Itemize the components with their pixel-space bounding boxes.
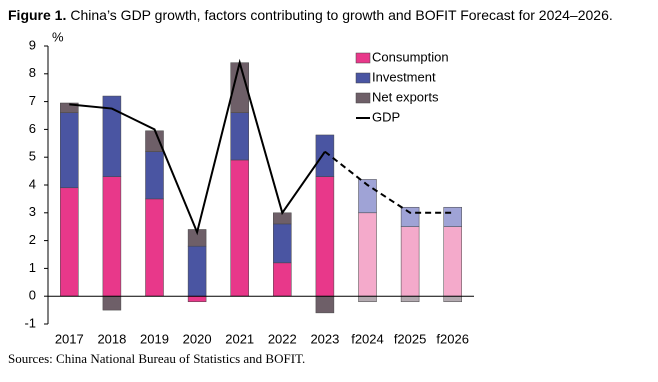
x-tick-label: 2021	[225, 331, 254, 346]
x-tick-label: f2024	[351, 331, 384, 346]
y-tick-label: 2	[29, 232, 36, 247]
bar-segment	[315, 134, 335, 177]
legend-swatch	[355, 52, 371, 64]
bar-segment	[187, 245, 207, 297]
legend-swatch	[355, 72, 371, 84]
bar-segment	[358, 212, 377, 297]
bar-segment	[230, 159, 249, 297]
title-text: China’s GDP growth, factors contributing…	[70, 7, 612, 23]
bar-segment	[273, 262, 292, 297]
bar-segment	[102, 176, 122, 297]
x-tick-label: 2018	[97, 331, 126, 346]
legend-label: Consumption	[372, 49, 449, 64]
legend-swatch	[355, 92, 371, 104]
bar-segment	[145, 130, 164, 152]
bar-segment	[273, 223, 292, 264]
bar-segment	[400, 206, 420, 227]
gdp-line	[69, 58, 326, 236]
bar-segment	[315, 176, 335, 297]
bar-segment	[60, 187, 79, 297]
bar-segment	[358, 179, 377, 214]
y-tick-label: 8	[29, 65, 36, 80]
bar-segment	[400, 226, 420, 297]
bar-segment	[145, 198, 164, 297]
bar-segment	[102, 95, 122, 177]
x-tick-label: 2023	[310, 331, 339, 346]
bar-segment	[443, 295, 462, 303]
legend-label: Net exports	[372, 89, 439, 104]
x-tick-label: f2026	[436, 331, 469, 346]
bar-segment	[102, 295, 122, 311]
legend-label: GDP	[372, 109, 400, 124]
y-tick-label: 4	[29, 176, 36, 191]
y-tick-label: 0	[29, 288, 36, 303]
x-tick-label: 2019	[140, 331, 169, 346]
bar-segment	[187, 295, 207, 303]
y-tick-label: 7	[29, 93, 36, 108]
x-tick-label: f2025	[394, 331, 427, 346]
chart-title: Figure 1. China’s GDP growth, factors con…	[8, 7, 613, 23]
bar-segment	[145, 151, 164, 200]
y-tick-label: 9	[29, 37, 36, 52]
bar-segment	[443, 206, 462, 227]
legend-label: Investment	[372, 69, 436, 84]
y-tick-label: 6	[29, 121, 36, 136]
bar-segment	[315, 295, 335, 314]
y-tick-label: 1	[29, 260, 36, 275]
bar-segment	[443, 226, 462, 297]
x-tick-label: 2017	[55, 331, 84, 346]
title-label: Figure 1.	[8, 7, 66, 23]
y-tick-label: 3	[29, 204, 36, 219]
bar-segment	[230, 112, 249, 161]
y-tick-label: 5	[29, 149, 36, 164]
y-axis-label: %	[52, 29, 64, 44]
bar-segment	[400, 295, 420, 303]
y-tick-label: -1	[24, 315, 36, 330]
bar-segment	[60, 102, 79, 113]
bar-segment	[60, 112, 79, 189]
x-tick-label: 2020	[183, 331, 212, 346]
gdp-line	[324, 150, 453, 214]
x-tick-label: 2022	[268, 331, 297, 346]
bar-segment	[358, 295, 377, 303]
source: Sources: China National Bureau of Statis…	[8, 351, 305, 366]
